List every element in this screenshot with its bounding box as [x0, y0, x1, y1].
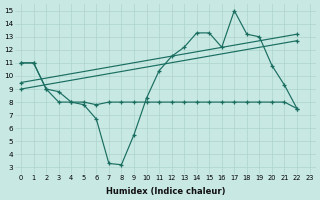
X-axis label: Humidex (Indice chaleur): Humidex (Indice chaleur) — [106, 187, 225, 196]
